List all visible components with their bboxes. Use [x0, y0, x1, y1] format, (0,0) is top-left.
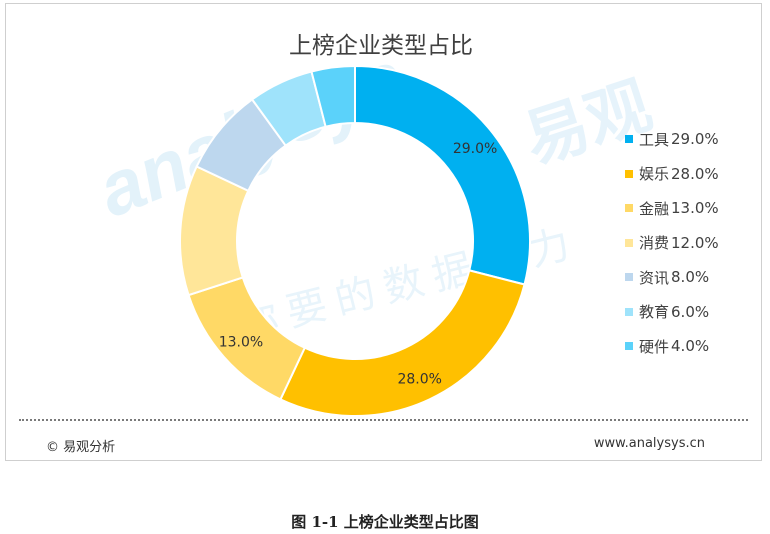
legend-swatch	[625, 307, 633, 316]
site-url: www.analysys.cn	[593, 436, 705, 451]
legend-item: 硬件 4.0%	[625, 329, 719, 364]
legend-label: 硬件	[639, 337, 670, 356]
legend-value: 12.0%	[671, 233, 719, 252]
slice-value-label: 28.0%	[397, 372, 441, 388]
legend-item: 教育 6.0%	[625, 295, 719, 330]
legend-swatch	[625, 273, 633, 282]
donut-slice-1	[354, 64, 531, 286]
chart-legend: 工具 29.0% 娱乐 28.0% 金融 13.0% 消费 12.0% 资讯 8.0% 教育 6.0%…	[625, 122, 719, 364]
donut-slice-7	[310, 64, 356, 128]
figure-caption: 图 1-1 上榜企业类型占比图	[291, 513, 479, 531]
legend-value: 13.0%	[671, 199, 719, 218]
legend-label: 消费	[639, 234, 670, 253]
legend-value: 29.0%	[671, 130, 719, 149]
slice-value-label: 13.0%	[219, 335, 263, 351]
donut-slice-2	[279, 269, 526, 417]
footer-divider	[19, 419, 748, 421]
legend-label: 金融	[639, 199, 670, 218]
legend-label: 工具	[639, 130, 670, 149]
donut-chart: 29.0% 28.0% 13.0%	[179, 64, 531, 417]
legend-label: 教育	[639, 303, 670, 322]
chart-title: 上榜企业类型占比	[289, 33, 473, 59]
legend-swatch	[625, 342, 633, 351]
legend-label: 娱乐	[639, 165, 670, 184]
legend-label: 资讯	[639, 268, 670, 287]
legend-item: 金融 13.0%	[625, 191, 719, 226]
legend-swatch	[625, 238, 633, 247]
legend-item: 娱乐 28.0%	[625, 157, 719, 192]
legend-item: 工具 29.0%	[625, 122, 719, 157]
legend-item: 资讯 8.0%	[625, 260, 719, 295]
legend-swatch	[625, 135, 633, 144]
copyright-text: © 易观分析	[46, 440, 116, 455]
legend-swatch	[625, 169, 633, 178]
legend-item: 消费 12.0%	[625, 226, 719, 261]
legend-value: 28.0%	[671, 164, 719, 183]
legend-value: 4.0%	[671, 337, 710, 356]
chart-card: analysys 易观 你要的数据能力 上榜企业类型占比 29.0%28.0%1…	[5, 3, 762, 461]
legend-value: 6.0%	[671, 302, 710, 321]
legend-swatch	[625, 204, 633, 213]
slice-value-label: 29.0%	[453, 141, 497, 157]
legend-value: 8.0%	[671, 268, 710, 287]
